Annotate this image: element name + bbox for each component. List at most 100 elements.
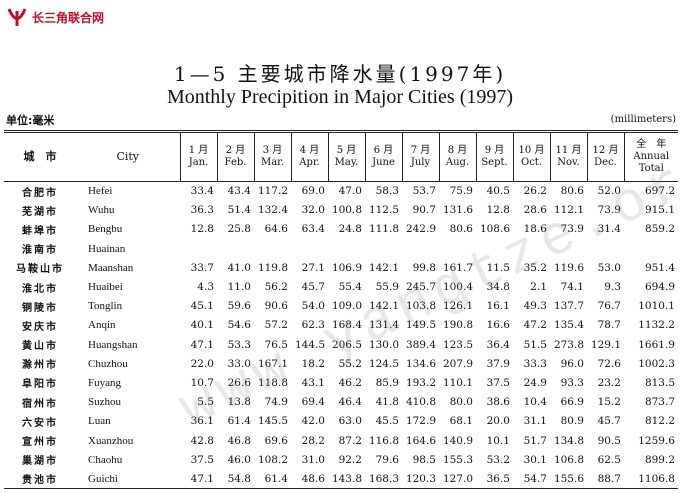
value-cell: 26.6: [227, 376, 251, 389]
value-cell: 46.0: [227, 453, 251, 466]
value-cell: 40.5: [486, 185, 510, 198]
city-cell: Huaibei: [88, 281, 123, 294]
value-cell: 28.2: [301, 434, 325, 447]
value-cell: 63.0: [338, 415, 362, 428]
column-header: 6 月 June: [364, 131, 402, 182]
value-cell: 35.2: [523, 261, 547, 274]
value-cell: 106.8: [553, 453, 584, 466]
value-cell: 43.4: [227, 185, 251, 198]
value-cell: 168.4: [331, 319, 362, 332]
value-cell: 155.3: [442, 453, 473, 466]
value-cell: 25.8: [227, 223, 251, 236]
header-line: Apr.: [299, 157, 320, 168]
value-cell: 100.4: [442, 281, 473, 294]
city-cell: Maanshan: [88, 261, 134, 274]
header-line: 2 月: [225, 145, 246, 156]
value-cell: 193.2: [405, 376, 436, 389]
value-cell: 62.3: [301, 319, 325, 332]
value-cell: 90.6: [264, 300, 288, 313]
value-cell: 45.1: [190, 300, 214, 313]
value-cell: 1661.9: [638, 338, 675, 351]
value-cell: 1259.6: [638, 434, 675, 447]
column-header: 9 月 Sept.: [475, 131, 513, 182]
logo-text: 长三角联合网: [32, 10, 105, 25]
value-cell: 2.1: [530, 281, 547, 294]
value-cell: 55.9: [375, 281, 399, 294]
value-cell: 10.1: [486, 434, 510, 447]
value-cell: 899.2: [644, 453, 675, 466]
value-cell: 46.2: [338, 376, 362, 389]
value-cell: 33.0: [227, 357, 251, 370]
header-line: 3 月: [262, 145, 283, 156]
value-cell: 15.2: [597, 396, 621, 409]
value-cell: 697.2: [644, 185, 675, 198]
city-cell: Anqin: [88, 319, 116, 332]
city-cell: 合肥市: [22, 187, 58, 199]
column-header: 全 年 Annual Total: [623, 131, 678, 182]
value-cell: 61.4: [227, 415, 251, 428]
city-cell: 贵池市: [22, 475, 58, 487]
value-cell: 131.6: [442, 204, 473, 217]
value-cell: 273.8: [553, 338, 584, 351]
value-cell: 54.8: [227, 472, 251, 485]
header-line: 12 月: [592, 145, 619, 156]
value-cell: 51.5: [523, 338, 547, 351]
value-cell: 47.0: [338, 185, 362, 198]
unit-en: (millimeters): [610, 114, 676, 125]
value-cell: 206.5: [331, 338, 362, 351]
value-cell: 98.5: [412, 453, 436, 466]
table-row: 宣州市 Xuanzhou 42.8 46.8 69.6 28.2 87.2 116.8 164.…: [4, 431, 678, 450]
value-cell: 11.5: [486, 261, 510, 274]
value-cell: 46.8: [227, 434, 251, 447]
value-cell: 62.5: [597, 453, 621, 466]
value-cell: 54.6: [227, 319, 251, 332]
city-cell: 滁州市: [22, 360, 58, 372]
value-cell: 49.3: [523, 300, 547, 313]
value-cell: 41.8: [375, 396, 399, 409]
value-cell: 168.3: [368, 472, 399, 485]
value-cell: 161.7: [442, 261, 473, 274]
value-cell: 33.7: [190, 261, 214, 274]
value-cell: 140.9: [442, 434, 473, 447]
value-cell: 143.8: [331, 472, 362, 485]
header-line: 城 市: [23, 150, 57, 163]
value-cell: 64.6: [264, 223, 288, 236]
value-cell: 108.2: [257, 453, 288, 466]
value-cell: 78.7: [597, 319, 621, 332]
header-line: July: [410, 157, 431, 168]
value-cell: 93.3: [560, 376, 584, 389]
value-cell: 33.4: [190, 185, 214, 198]
value-cell: 55.4: [338, 281, 362, 294]
value-cell: 106.9: [331, 261, 362, 274]
value-cell: [365, 239, 402, 258]
value-cell: 18.2: [301, 357, 325, 370]
table-row: 贵池市 Guichi 47.1 54.8 61.4 48.6 143.8 168.3 120.3…: [4, 469, 678, 488]
value-cell: 116.8: [368, 434, 399, 447]
value-cell: 389.4: [405, 338, 436, 351]
city-cell: 安庆市: [22, 321, 58, 333]
header-line: Total: [638, 163, 664, 174]
table-row: 六安市 Luan 36.1 61.4 145.5 42.0 63.0 45.5 172.9 68.…: [4, 412, 678, 431]
value-cell: 172.9: [405, 415, 436, 428]
column-header: 5 月 May.: [327, 131, 365, 182]
value-cell: 30.1: [523, 453, 547, 466]
value-cell: 145.5: [257, 415, 288, 428]
value-cell: 37.9: [486, 357, 510, 370]
table-row: 铜陵市 Tonglin 45.1 59.6 90.6 54.0 109.0 142.1 103.…: [4, 297, 678, 316]
city-cell: 黄山市: [22, 341, 58, 353]
value-cell: 90.7: [412, 204, 436, 217]
value-cell: 4.3: [197, 281, 214, 294]
value-cell: 68.1: [449, 415, 473, 428]
city-cell: Suzhou: [88, 396, 121, 409]
value-cell: 10.4: [523, 396, 547, 409]
header-line: Oct.: [521, 157, 542, 168]
city-cell: Luan: [88, 415, 111, 428]
value-cell: 61.4: [264, 472, 288, 485]
column-header: 10 月 Oct.: [512, 131, 550, 182]
header-line: 9 月: [484, 145, 505, 156]
column-header: 4 月 Apr.: [290, 131, 328, 182]
value-cell: 76.7: [597, 300, 621, 313]
value-cell: 79.6: [375, 453, 399, 466]
table-row: 蚌埠市 Bengbu 12.8 25.8 64.6 63.4 24.8 111.8 242.9 8…: [4, 220, 678, 239]
